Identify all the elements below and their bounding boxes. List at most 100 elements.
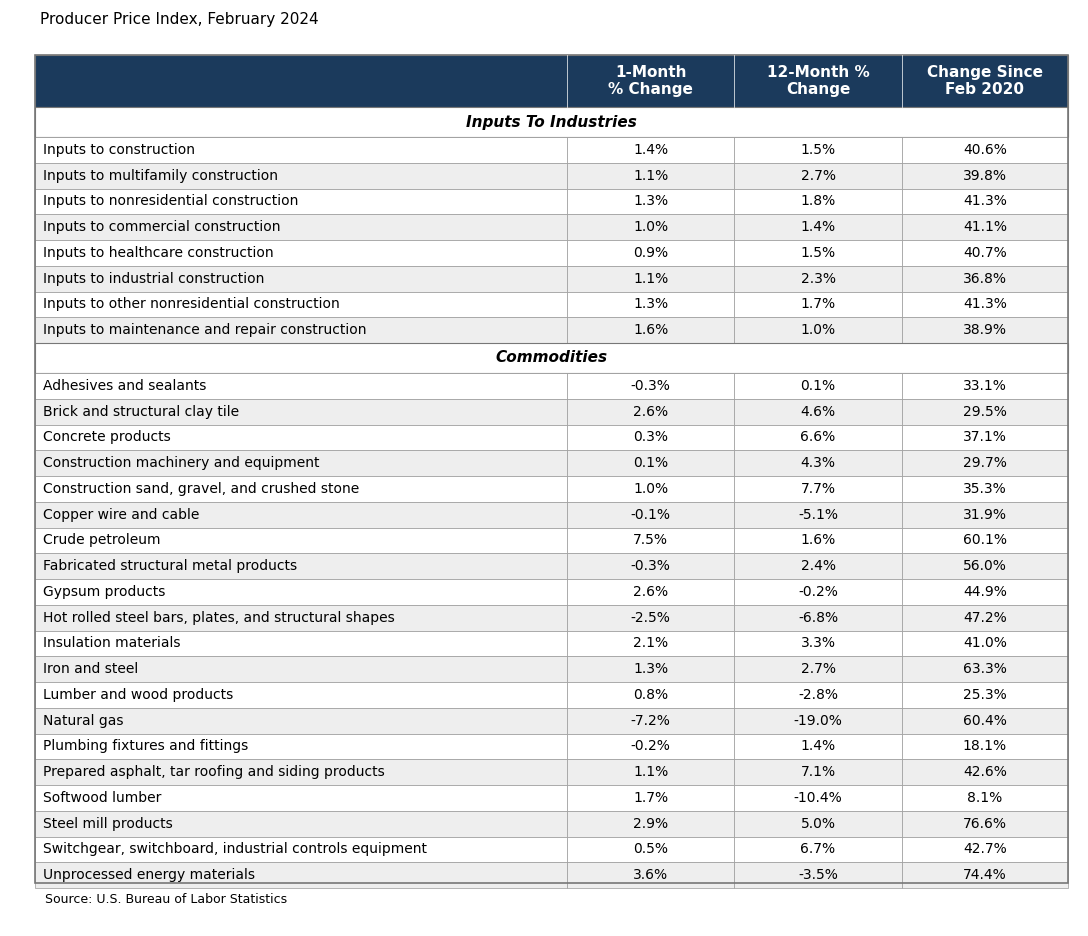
Text: 2.4%: 2.4% <box>801 559 836 573</box>
Text: -2.8%: -2.8% <box>798 688 838 702</box>
Text: 1.1%: 1.1% <box>633 168 668 183</box>
Text: -6.8%: -6.8% <box>798 610 838 624</box>
Bar <box>35 240 567 266</box>
Bar <box>902 579 1068 605</box>
Bar <box>567 188 734 214</box>
Text: 40.6%: 40.6% <box>963 143 1006 157</box>
Bar <box>734 528 902 553</box>
Text: 1.3%: 1.3% <box>633 662 668 676</box>
Text: 1.5%: 1.5% <box>801 246 836 260</box>
Text: 1.8%: 1.8% <box>801 195 836 209</box>
Text: 2.7%: 2.7% <box>801 662 836 676</box>
Text: -10.4%: -10.4% <box>793 791 842 805</box>
Text: 29.7%: 29.7% <box>963 456 1006 470</box>
Bar <box>567 579 734 605</box>
Text: Construction sand, gravel, and crushed stone: Construction sand, gravel, and crushed s… <box>44 482 359 496</box>
Text: 41.3%: 41.3% <box>963 298 1006 312</box>
Text: 1.4%: 1.4% <box>633 143 668 157</box>
Text: 39.8%: 39.8% <box>963 168 1006 183</box>
Bar <box>902 450 1068 476</box>
Text: 41.0%: 41.0% <box>963 636 1006 651</box>
Text: 5.0%: 5.0% <box>801 816 836 830</box>
Bar <box>902 291 1068 317</box>
Bar <box>35 163 567 188</box>
Bar <box>567 266 734 291</box>
Text: 6.6%: 6.6% <box>801 431 836 445</box>
Bar <box>734 811 902 837</box>
Text: 60.1%: 60.1% <box>963 534 1006 548</box>
Text: Iron and steel: Iron and steel <box>44 662 138 676</box>
Bar <box>567 605 734 631</box>
Bar <box>567 759 734 785</box>
Bar <box>734 137 902 163</box>
Bar <box>567 214 734 240</box>
Bar <box>35 399 567 425</box>
Bar <box>567 502 734 528</box>
Bar <box>734 553 902 579</box>
Text: 1.1%: 1.1% <box>633 765 668 779</box>
Bar <box>734 631 902 656</box>
Text: 7.7%: 7.7% <box>801 482 836 496</box>
Bar <box>902 425 1068 450</box>
Text: Lumber and wood products: Lumber and wood products <box>44 688 233 702</box>
Bar <box>734 317 902 343</box>
Text: 0.8%: 0.8% <box>633 688 668 702</box>
Text: 44.9%: 44.9% <box>963 585 1006 599</box>
Text: 1.6%: 1.6% <box>633 323 668 337</box>
Text: Inputs to nonresidential construction: Inputs to nonresidential construction <box>44 195 298 209</box>
Bar <box>567 631 734 656</box>
Bar <box>567 476 734 502</box>
Text: Prepared asphalt, tar roofing and siding products: Prepared asphalt, tar roofing and siding… <box>44 765 385 779</box>
Text: Unprocessed energy materials: Unprocessed energy materials <box>44 868 255 882</box>
Text: -7.2%: -7.2% <box>631 713 670 727</box>
Bar <box>902 528 1068 553</box>
Bar <box>902 373 1068 399</box>
Bar <box>35 862 567 888</box>
Text: 1.7%: 1.7% <box>633 791 668 805</box>
Bar <box>734 759 902 785</box>
Text: Inputs to healthcare construction: Inputs to healthcare construction <box>44 246 273 260</box>
Bar <box>35 708 567 734</box>
Text: 25.3%: 25.3% <box>963 688 1006 702</box>
Bar <box>734 785 902 811</box>
Text: 41.1%: 41.1% <box>963 220 1006 234</box>
Text: Concrete products: Concrete products <box>44 431 171 445</box>
Bar <box>902 137 1068 163</box>
Text: 1.1%: 1.1% <box>633 271 668 285</box>
Text: 1.4%: 1.4% <box>801 220 836 234</box>
Text: 40.7%: 40.7% <box>963 246 1006 260</box>
Text: Inputs to other nonresidential construction: Inputs to other nonresidential construct… <box>44 298 339 312</box>
Text: -19.0%: -19.0% <box>793 713 842 727</box>
Bar <box>734 579 902 605</box>
Bar <box>567 734 734 759</box>
Bar <box>35 553 567 579</box>
Bar <box>902 163 1068 188</box>
Text: 1-Month
% Change: 1-Month % Change <box>608 65 693 97</box>
Text: Insulation materials: Insulation materials <box>44 636 181 651</box>
Bar <box>734 708 902 734</box>
Bar <box>902 708 1068 734</box>
Bar <box>902 682 1068 708</box>
Bar <box>734 425 902 450</box>
Bar <box>734 399 902 425</box>
Text: 1.0%: 1.0% <box>801 323 836 337</box>
Text: 37.1%: 37.1% <box>963 431 1006 445</box>
Text: 36.8%: 36.8% <box>963 271 1006 285</box>
Text: Inputs to maintenance and repair construction: Inputs to maintenance and repair constru… <box>44 323 367 337</box>
Bar <box>902 605 1068 631</box>
Bar <box>734 862 902 888</box>
Text: Source: U.S. Bureau of Labor Statistics: Source: U.S. Bureau of Labor Statistics <box>45 893 287 906</box>
Text: 4.3%: 4.3% <box>801 456 836 470</box>
Bar <box>734 450 902 476</box>
Text: Copper wire and cable: Copper wire and cable <box>44 507 199 521</box>
Bar <box>35 605 567 631</box>
Bar <box>35 811 567 837</box>
Text: 2.6%: 2.6% <box>633 585 668 599</box>
Text: 1.0%: 1.0% <box>633 220 668 234</box>
Bar <box>567 450 734 476</box>
Text: 33.1%: 33.1% <box>963 379 1006 393</box>
Text: -0.2%: -0.2% <box>631 739 670 753</box>
Bar <box>567 291 734 317</box>
Bar <box>35 656 567 682</box>
Bar <box>35 425 567 450</box>
